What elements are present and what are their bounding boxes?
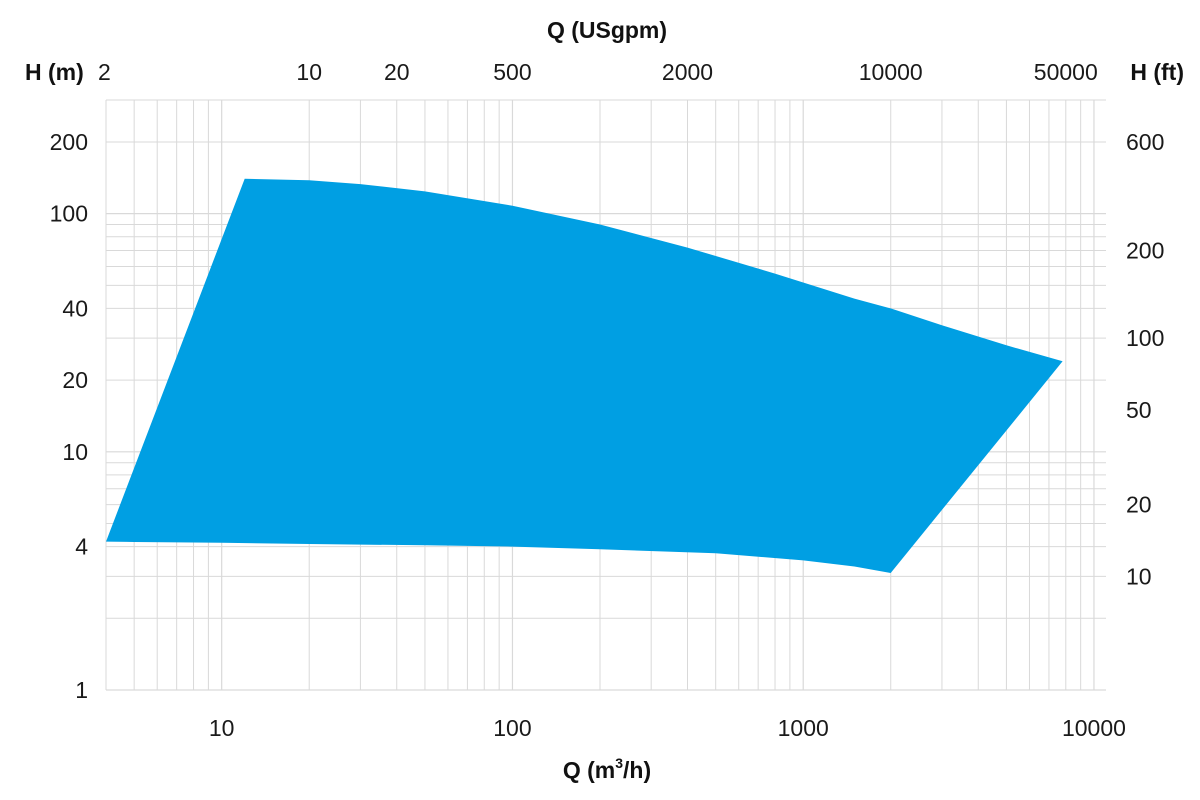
y-tick-label-left: 40 (62, 295, 88, 321)
x-tick-label-bottom: 10 (209, 715, 235, 741)
x-tick-label-top: 2 (98, 59, 111, 85)
bottom-x-axis-title-main: Q (m (563, 757, 615, 783)
y-tick-label-left: 100 (50, 201, 88, 227)
y-tick-label-left: 4 (75, 534, 88, 560)
y-tick-label-right: 20 (1126, 492, 1152, 518)
y-tick-label-right: 50 (1126, 397, 1152, 423)
bottom-x-axis-title-superscript: 3 (615, 755, 623, 771)
y-tick-label-left: 200 (50, 129, 88, 155)
y-tick-label-right: 200 (1126, 238, 1164, 264)
y-tick-label-left: 10 (62, 439, 88, 465)
y-tick-label-right: 100 (1126, 325, 1164, 351)
x-tick-label-bottom: 100 (493, 715, 531, 741)
x-tick-label-top: 500 (493, 59, 531, 85)
y-tick-label-right: 600 (1126, 129, 1164, 155)
y-tick-label-right: 10 (1126, 563, 1152, 589)
x-tick-label-top: 2000 (662, 59, 713, 85)
top-x-axis-title: Q (USgpm) (547, 17, 667, 43)
operating-range-area (106, 178, 1063, 574)
y-tick-label-left: 1 (75, 677, 88, 703)
x-tick-label-top: 20 (384, 59, 410, 85)
x-tick-label-bottom: 1000 (778, 715, 829, 741)
bottom-x-axis-title: Q (m3/h) (563, 755, 651, 783)
y-tick-label-left: 20 (62, 367, 88, 393)
left-y-axis-title: H (m) (25, 59, 84, 85)
tick-labels: 10 100 1000 10000 2 10 20 500 2000 10000 50000 1 4 10… (50, 59, 1165, 741)
x-tick-label-top: 10000 (859, 59, 923, 85)
bottom-x-axis-title-tail: /h) (623, 757, 651, 783)
right-y-axis-title: H (ft) (1130, 59, 1184, 85)
x-tick-label-top: 50000 (1034, 59, 1098, 85)
x-tick-label-top: 10 (296, 59, 322, 85)
x-tick-label-bottom: 10000 (1062, 715, 1126, 741)
